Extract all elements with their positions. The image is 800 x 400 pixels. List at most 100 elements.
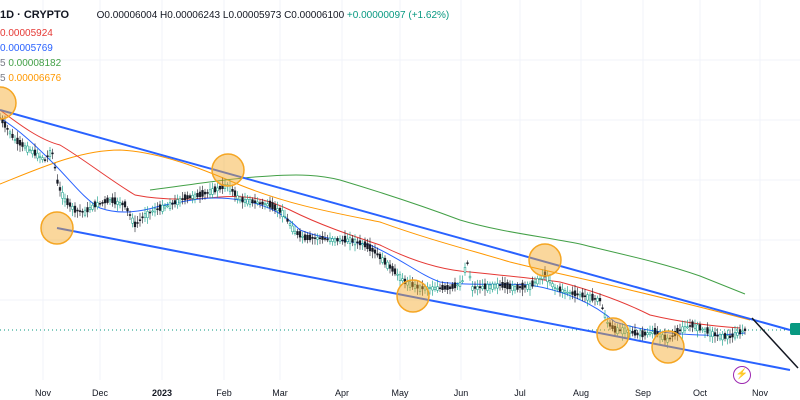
candle-body [601, 307, 604, 310]
candle-body [576, 293, 579, 296]
candle-body [368, 244, 372, 252]
candle-body [703, 328, 707, 332]
candle-body [316, 236, 319, 240]
candle-body [663, 334, 667, 341]
candle-body [243, 199, 247, 203]
candle-body [66, 198, 69, 206]
high-value: H0.00006243 [160, 10, 221, 21]
candle-body [731, 333, 734, 338]
candle-body [633, 329, 637, 336]
candle-body [53, 166, 57, 169]
candle-body [358, 240, 362, 246]
candle-body [238, 199, 242, 202]
candle-body [126, 208, 129, 212]
change-value: +0.00000097 (+1.62%) [346, 10, 450, 21]
ma-orange-line [0, 149, 751, 321]
candle-body [558, 286, 562, 292]
candle-body [408, 281, 412, 288]
candle-body [241, 197, 244, 203]
candle-body [293, 230, 297, 234]
candle-body [61, 192, 64, 199]
candle-body [423, 286, 427, 291]
candle-body [301, 236, 304, 238]
lightning-icon[interactable]: ⚡ [733, 366, 751, 384]
candle-body [21, 142, 24, 147]
candle-body [183, 194, 187, 201]
x-tick-label: Jul [514, 388, 526, 398]
candle-body [143, 213, 147, 218]
touch-circles [0, 86, 685, 364]
indicator-value: 0.00008182 [8, 58, 62, 69]
indicator-row: 0.00005924 [0, 28, 53, 39]
candle-body [581, 292, 584, 298]
candle-body [468, 275, 472, 279]
candle-body [486, 284, 489, 291]
candle-body [603, 314, 607, 319]
candle-body [508, 283, 512, 290]
candle-body [588, 294, 592, 302]
candle-body [598, 298, 602, 302]
candle-body [641, 330, 644, 338]
x-tick-label: Nov [752, 388, 769, 398]
candle-body [361, 243, 364, 246]
candle-body [83, 209, 87, 216]
candle-body [258, 202, 262, 204]
indicator-prefix: 5 [0, 73, 6, 84]
candle-body [351, 238, 354, 243]
candle-body [246, 199, 249, 205]
candle-body [416, 284, 419, 289]
candle-body [613, 325, 617, 333]
candle-body [723, 333, 727, 339]
candle-body [328, 237, 332, 242]
candle-body [548, 280, 552, 284]
candle-body [573, 290, 577, 297]
candle-body [476, 286, 479, 290]
candle-body [141, 216, 144, 219]
candle-body [271, 202, 274, 210]
indicator-value: 0.00006676 [8, 73, 62, 84]
candle-body [421, 286, 424, 290]
candle-body [741, 330, 744, 333]
candle-body [151, 210, 154, 213]
x-tick-label: May [391, 388, 409, 398]
candle-body [248, 199, 252, 205]
candle-body [153, 208, 157, 213]
candle-body [668, 337, 672, 340]
candle-body [286, 218, 289, 222]
candle-body [101, 202, 104, 204]
indicator-row: 5 0.00006676 [0, 73, 61, 84]
candle-body [218, 186, 222, 190]
candle-body [488, 284, 492, 289]
candle-body [706, 327, 709, 334]
candle-body [596, 297, 599, 302]
candle-body [551, 283, 554, 288]
candle-body [446, 285, 449, 290]
candle-body [356, 241, 359, 244]
candle-body [56, 179, 59, 184]
candle-body [523, 285, 527, 288]
candle-body [501, 282, 504, 288]
candle-body [671, 335, 674, 337]
candle-body [503, 282, 507, 289]
candle-body [123, 201, 127, 208]
candle-body [43, 159, 47, 161]
candle-body [466, 262, 469, 264]
candlestick-series [0, 113, 747, 349]
channel-upper-line [0, 109, 791, 331]
symbol-label[interactable]: 1D · CRYPTO [0, 9, 70, 21]
x-tick-label: Sep [635, 388, 651, 398]
candle-body [556, 288, 559, 290]
candle-body [93, 201, 97, 208]
x-tick-label: Mar [272, 388, 288, 398]
candle-body [86, 207, 89, 213]
candle-body [436, 286, 439, 291]
x-tick-label: 2023 [152, 388, 172, 398]
candle-body [616, 327, 619, 334]
candle-body [553, 287, 557, 289]
candle-body [691, 321, 694, 328]
candle-body [478, 286, 482, 289]
candle-body [533, 281, 537, 284]
candle-body [173, 200, 177, 205]
candle-body [146, 211, 149, 218]
